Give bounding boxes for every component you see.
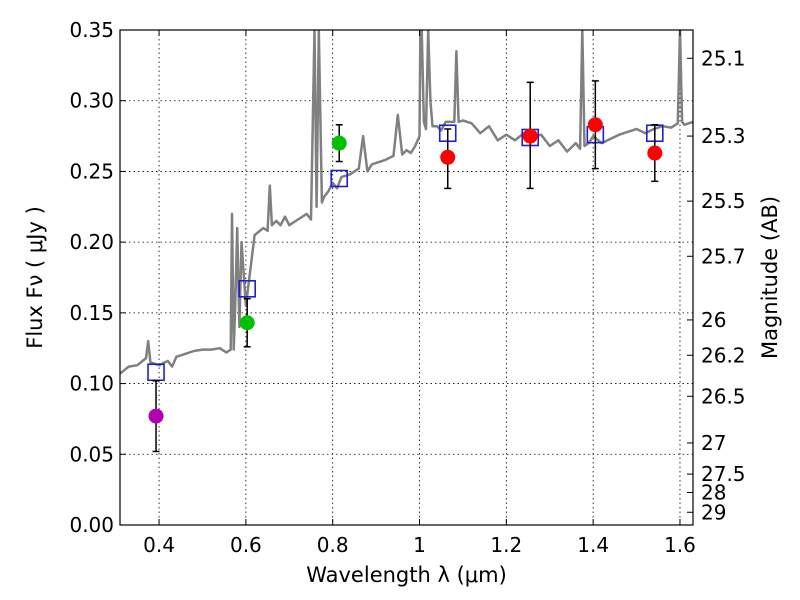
x-axis-label: Wavelength λ (μm)	[306, 563, 507, 587]
observed-point	[647, 145, 663, 161]
observed-point	[331, 135, 347, 151]
y2-tick-label: 27.5	[701, 462, 746, 486]
y-tick-label: 0.15	[69, 301, 114, 325]
x-tick-label: 1	[413, 533, 426, 557]
x-tick-label: 1.4	[577, 533, 609, 557]
y-axis-label: Flux Fν ( μJy )	[23, 206, 47, 349]
observed-point	[440, 149, 456, 165]
x-tick-label: 1.6	[664, 533, 696, 557]
observed-point	[522, 128, 538, 144]
observed-point	[148, 408, 164, 424]
y-tick-label: 0.10	[69, 372, 114, 396]
observed-point	[587, 117, 603, 133]
y2-tick-label: 26.2	[701, 343, 746, 367]
y2-tick-label: 26	[701, 308, 726, 332]
y2-tick-label: 25.5	[701, 189, 746, 213]
x-tick-label: 1.2	[490, 533, 522, 557]
y2-tick-label: 25.1	[701, 46, 746, 70]
x-tick-label: 0.6	[230, 533, 262, 557]
axis-ticks: 0.4 0.6 0.8 1 1.2 1.4 1.6 0.00 0.05 0.10 0.15 0.20 0…	[69, 18, 745, 557]
axes-frame	[119, 29, 694, 526]
y2-tick-label: 28	[701, 480, 726, 504]
y-tick-label: 0.05	[69, 442, 114, 466]
model-photometry-square	[147, 363, 165, 382]
y2-tick-label: 29	[701, 500, 726, 524]
y-tick-label: 0.25	[69, 159, 114, 183]
model-photometry-square	[330, 169, 349, 188]
y-tick-label: 0.20	[69, 230, 114, 254]
y-tick-label: 0.35	[69, 18, 114, 42]
y2-axis-label: Magnitude (AB)	[758, 196, 782, 359]
x-tick-label: 0.8	[317, 533, 349, 557]
y2-tick-label: 26.5	[701, 384, 746, 408]
x-tick-label: 0.4	[143, 533, 175, 557]
model-sed-line	[120, 30, 693, 375]
y2-tick-label: 25.7	[701, 244, 746, 268]
y2-tick-label: 27	[701, 431, 726, 455]
grid-lines	[120, 30, 693, 525]
plot-area	[120, 30, 693, 453]
observed-point	[239, 315, 255, 331]
y-tick-label: 0.00	[69, 513, 114, 537]
y-tick-label: 0.30	[69, 89, 114, 113]
model-photometry-square	[238, 280, 256, 298]
y2-tick-label: 25.3	[701, 124, 746, 148]
